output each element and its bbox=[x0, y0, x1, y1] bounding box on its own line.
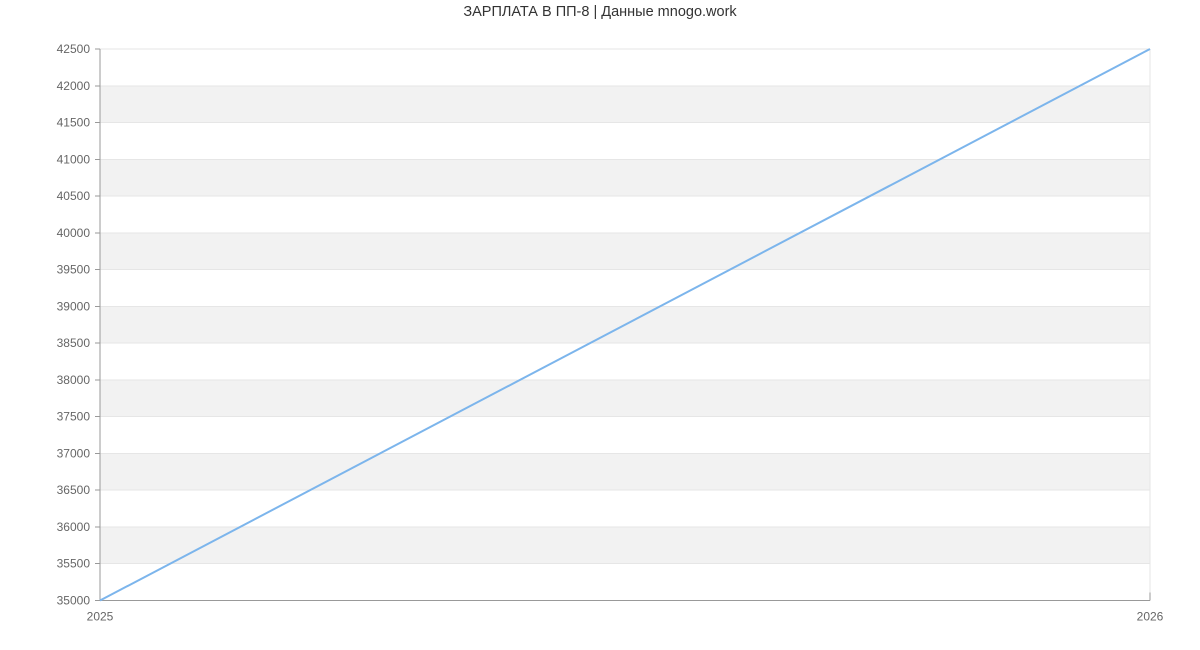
svg-text:2025: 2025 bbox=[87, 610, 114, 624]
svg-text:41500: 41500 bbox=[57, 116, 91, 130]
svg-text:41000: 41000 bbox=[57, 152, 91, 166]
svg-text:39000: 39000 bbox=[57, 299, 91, 313]
svg-text:35500: 35500 bbox=[57, 557, 91, 571]
svg-text:38000: 38000 bbox=[57, 373, 91, 387]
svg-text:38500: 38500 bbox=[57, 336, 91, 350]
svg-text:36500: 36500 bbox=[57, 483, 91, 497]
svg-text:42000: 42000 bbox=[57, 79, 91, 93]
svg-text:35000: 35000 bbox=[57, 594, 91, 608]
svg-text:2026: 2026 bbox=[1137, 610, 1164, 624]
svg-text:37000: 37000 bbox=[57, 446, 91, 460]
svg-text:40500: 40500 bbox=[57, 189, 91, 203]
svg-text:39500: 39500 bbox=[57, 263, 91, 277]
svg-text:42500: 42500 bbox=[57, 42, 91, 56]
svg-text:37500: 37500 bbox=[57, 410, 91, 424]
svg-text:40000: 40000 bbox=[57, 226, 91, 240]
svg-text:36000: 36000 bbox=[57, 520, 91, 534]
